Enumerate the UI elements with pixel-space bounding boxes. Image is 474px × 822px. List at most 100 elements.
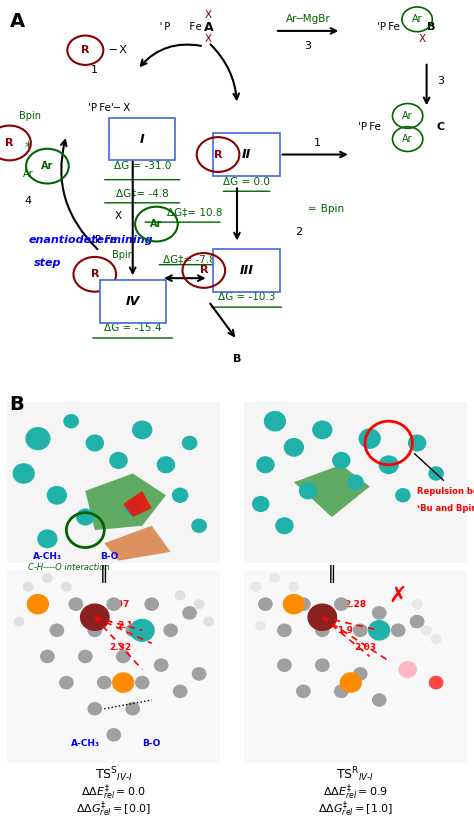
Circle shape [316, 624, 329, 636]
Circle shape [107, 729, 120, 741]
Text: C-H----O interaction: C-H----O interaction [28, 563, 110, 572]
Circle shape [431, 635, 441, 644]
Circle shape [50, 624, 64, 636]
Polygon shape [123, 491, 152, 517]
Circle shape [429, 677, 443, 689]
Circle shape [69, 598, 82, 610]
Text: A-CH₃: A-CH₃ [33, 552, 62, 561]
Text: ΔG = -31.0: ΔG = -31.0 [113, 161, 171, 171]
Text: ─ X: ─ X [109, 45, 127, 55]
FancyBboxPatch shape [109, 118, 175, 160]
Circle shape [164, 624, 177, 636]
Circle shape [27, 594, 48, 614]
Circle shape [410, 616, 424, 628]
Circle shape [126, 703, 139, 715]
Text: $\Delta\Delta G_{rel}^{\ddagger}= [1.0]$: $\Delta\Delta G_{rel}^{\ddagger}= [1.0]$ [318, 801, 393, 820]
Circle shape [278, 624, 291, 636]
Text: 'P Fe: 'P Fe [377, 22, 400, 32]
Circle shape [183, 607, 196, 619]
Circle shape [399, 662, 416, 677]
Circle shape [60, 677, 73, 689]
Text: I: I [140, 132, 145, 145]
Circle shape [126, 624, 139, 636]
Text: 2: 2 [295, 227, 302, 237]
Circle shape [297, 686, 310, 697]
Circle shape [14, 617, 24, 626]
Circle shape [259, 598, 272, 610]
Text: R: R [91, 270, 99, 279]
Circle shape [297, 598, 310, 610]
Circle shape [409, 435, 426, 450]
Text: X: X [205, 11, 212, 21]
Circle shape [117, 650, 130, 663]
Text: enantiodetermining: enantiodetermining [28, 234, 153, 244]
Polygon shape [104, 526, 171, 561]
Circle shape [113, 673, 134, 692]
Circle shape [278, 659, 291, 672]
Circle shape [24, 582, 33, 591]
Text: ═  Bpin: ═ Bpin [308, 204, 344, 214]
Circle shape [62, 582, 71, 591]
Circle shape [354, 624, 367, 636]
Text: R: R [5, 138, 14, 148]
Circle shape [31, 598, 45, 610]
Circle shape [300, 483, 317, 499]
Circle shape [88, 703, 101, 715]
Circle shape [81, 604, 109, 630]
Circle shape [88, 624, 101, 636]
Text: ΔG‡= 10.8: ΔG‡= 10.8 [167, 207, 223, 218]
Text: ‖: ‖ [328, 565, 336, 583]
Text: B: B [427, 22, 436, 32]
Circle shape [173, 488, 188, 502]
Circle shape [64, 414, 78, 427]
Text: Ar: Ar [412, 14, 422, 25]
Text: R: R [81, 45, 90, 55]
Circle shape [13, 464, 34, 483]
Text: ᵗBu and Bpin group: ᵗBu and Bpin group [417, 504, 474, 513]
Text: ΔG = -10.3: ΔG = -10.3 [218, 293, 275, 302]
Text: 2.11: 2.11 [117, 621, 139, 630]
Text: IV: IV [126, 295, 140, 308]
Circle shape [369, 621, 390, 640]
Circle shape [145, 598, 158, 610]
Circle shape [77, 509, 94, 525]
Circle shape [289, 582, 299, 591]
Circle shape [182, 436, 197, 450]
Circle shape [335, 686, 348, 697]
Text: 1: 1 [314, 138, 321, 148]
Text: $\Delta\Delta E_{rel}^{\ddagger}= 0.9$: $\Delta\Delta E_{rel}^{\ddagger}= 0.9$ [323, 783, 388, 803]
Circle shape [393, 591, 403, 600]
Text: X: X [418, 34, 426, 44]
Text: Ar: Ar [41, 161, 54, 171]
Circle shape [38, 530, 57, 547]
Circle shape [392, 624, 405, 636]
Text: 3: 3 [305, 41, 311, 51]
Text: $\Delta\Delta E_{rel}^{\ddagger}= 0.0$: $\Delta\Delta E_{rel}^{\ddagger}= 0.0$ [81, 783, 146, 803]
Text: II: II [242, 148, 251, 161]
Text: Bpin: Bpin [19, 111, 41, 121]
Circle shape [422, 626, 431, 635]
Text: 'P Fe'─ X: 'P Fe'─ X [88, 104, 130, 113]
Text: ΔG‡= -4.8: ΔG‡= -4.8 [116, 188, 169, 198]
Circle shape [313, 421, 332, 439]
FancyBboxPatch shape [213, 133, 280, 176]
Circle shape [136, 677, 149, 689]
Text: step: step [34, 258, 61, 268]
FancyBboxPatch shape [7, 402, 220, 563]
Circle shape [110, 453, 127, 469]
Text: 'P  Fe: 'P Fe [92, 234, 117, 244]
Text: $\mathrm{TS^S}_{IV\text{-}I}$: $\mathrm{TS^S}_{IV\text{-}I}$ [95, 765, 133, 784]
Circle shape [373, 607, 386, 619]
Circle shape [283, 594, 304, 614]
Circle shape [192, 667, 206, 680]
Text: Ar: Ar [150, 219, 163, 229]
Circle shape [270, 574, 280, 582]
Text: ✗: ✗ [389, 585, 408, 606]
Circle shape [429, 467, 443, 480]
Text: III: III [239, 264, 254, 277]
Text: 2.03: 2.03 [354, 644, 376, 652]
Circle shape [26, 427, 50, 450]
Circle shape [107, 598, 120, 610]
Circle shape [354, 667, 367, 680]
Circle shape [175, 591, 185, 600]
